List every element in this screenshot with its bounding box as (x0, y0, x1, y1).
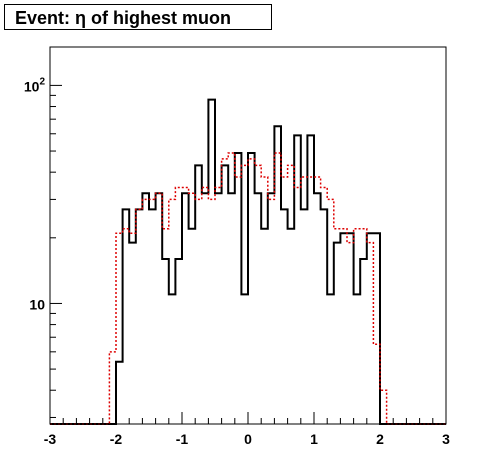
series-layer (50, 98, 446, 425)
x-tick-label: -3 (44, 431, 57, 447)
y-tick-label: 10 (29, 296, 45, 312)
chart-title: Event: η of highest muon (15, 8, 231, 28)
x-tick-label: 3 (442, 431, 450, 447)
axis-layer: -3 -2 -1 0 1 2 3 102 10 (24, 76, 450, 447)
histogram-series-2 (50, 152, 446, 425)
x-tick-label: -1 (176, 431, 189, 447)
x-tick-label: 2 (376, 431, 384, 447)
chart-title-box: Event: η of highest muon (4, 4, 272, 30)
x-tick-label: -2 (110, 431, 123, 447)
x-tick-label: 1 (310, 431, 318, 447)
x-tick-label: 0 (244, 431, 252, 447)
y-tick-label: 102 (24, 76, 46, 94)
